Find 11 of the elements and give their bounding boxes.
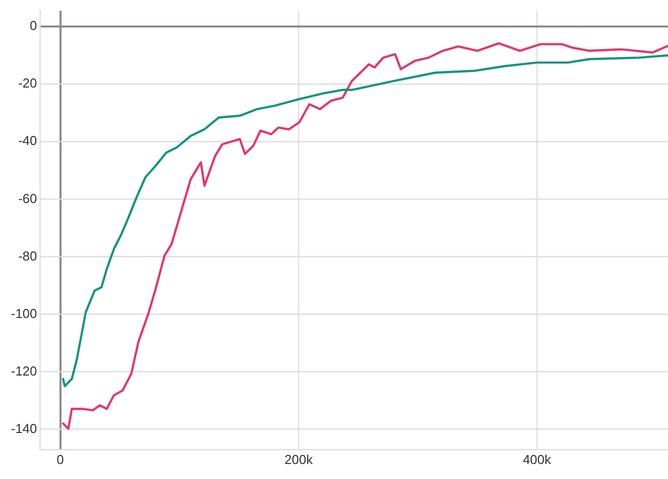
- y-tick-label: -100: [10, 306, 38, 321]
- y-tick-label: -140: [10, 420, 38, 436]
- y-tick-label: -120: [10, 363, 38, 378]
- y-tick-label: -20: [18, 76, 38, 91]
- y-tick-label: -60: [18, 190, 38, 206]
- y-tick-label: -40: [18, 133, 38, 148]
- x-tick-label: 0: [56, 452, 64, 467]
- x-tick-label: 200k: [284, 452, 314, 467]
- x-tick-label: 400k: [522, 452, 552, 467]
- y-tick-label: -80: [18, 248, 38, 264]
- y-tick-label: 0: [30, 18, 38, 34]
